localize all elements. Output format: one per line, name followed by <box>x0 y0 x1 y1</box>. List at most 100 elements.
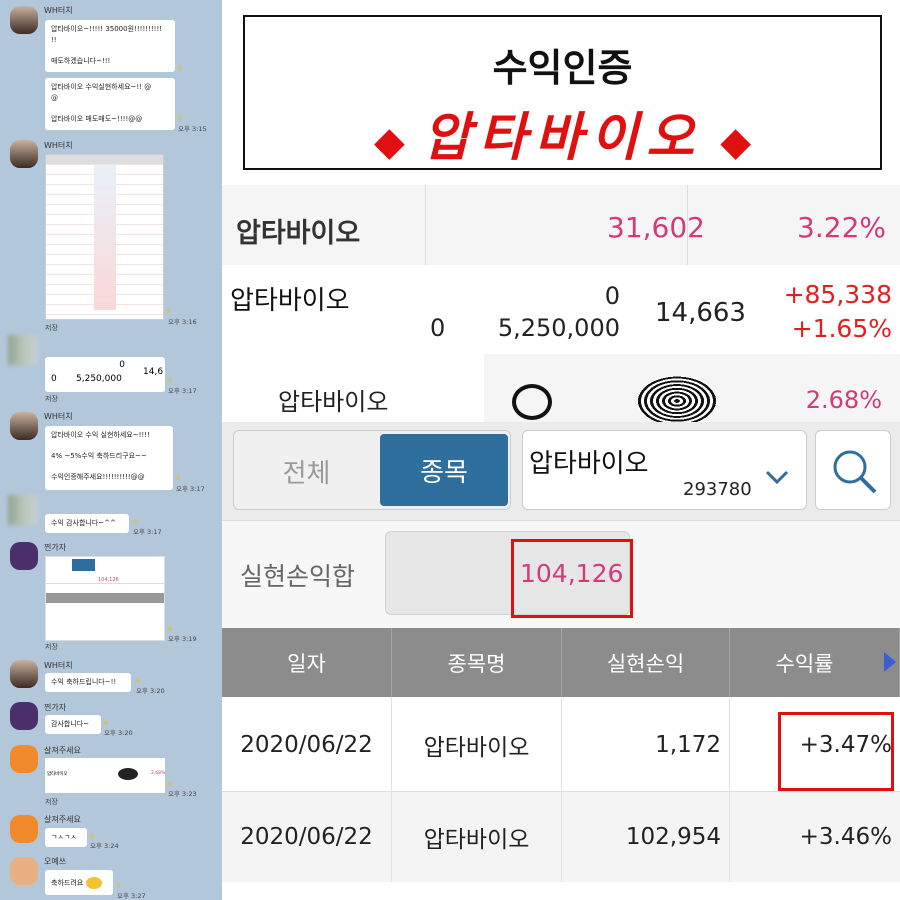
image-text: 0 <box>119 360 125 370</box>
message-bubble: 압타바이오~!!!!! 35000원!!!!!!!!!! !! 매도하겠습니다~… <box>45 20 175 72</box>
banner-title: 수익인증 <box>492 46 633 90</box>
image-text: 5,250,000 <box>76 374 122 384</box>
unread-count: 6 <box>176 474 181 482</box>
order-book-image[interactable] <box>45 154 164 320</box>
chat-panel: WH터치 압타바이오~!!!!! 35000원!!!!!!!!!! !! 매도하… <box>0 0 222 900</box>
unread-count: 6 <box>136 677 141 685</box>
unread-count: 7 <box>117 882 122 890</box>
unread-count: 6 <box>104 719 109 727</box>
value: 0 <box>430 314 446 342</box>
unread-count: 6 <box>168 625 173 633</box>
avatar[interactable] <box>10 412 38 440</box>
message-bubble: 축하드려요 <box>45 870 113 895</box>
sender-name: 찐가자 <box>44 703 67 712</box>
tab-all[interactable]: 전체 <box>282 459 331 489</box>
image-text: 0 <box>51 374 57 384</box>
sum-value: 104,126 <box>520 559 624 588</box>
holding-row-2: 압타바이오 0 0 5,250,000 14,663 +85,338 +1.65… <box>222 268 900 352</box>
percent: +1.65% <box>791 314 892 343</box>
cell-profit: 1,172 <box>562 697 730 792</box>
message-time: 오후 3:17 <box>176 485 205 493</box>
stock-name: 압타바이오 <box>236 218 361 249</box>
avatar[interactable] <box>10 6 38 34</box>
save-link[interactable]: 저장 <box>45 643 58 651</box>
unread-count: 6 <box>178 64 183 72</box>
price: 31,602 <box>607 211 705 244</box>
blurred-avatar <box>8 495 38 525</box>
title-banner: 수익인증 ◆ 압타바이오 ◆ <box>243 15 882 170</box>
message-time: 오후 3:19 <box>168 635 197 643</box>
emoticon-icon <box>86 877 103 889</box>
percent: 3.22% <box>797 211 886 244</box>
cell-name: 압타바이오 <box>392 792 562 882</box>
search-button[interactable] <box>815 430 891 510</box>
avatar[interactable] <box>10 140 38 168</box>
save-link[interactable]: 저장 <box>45 798 58 806</box>
message-text: 축하드려요 <box>51 879 84 887</box>
highlight-box <box>511 539 633 618</box>
sender-name: 찐가자 <box>44 543 67 552</box>
message-bubble: ㄱㅅㄱㅅ <box>45 828 87 847</box>
save-link[interactable]: 저장 <box>45 395 58 403</box>
unread-count: 6 <box>166 307 171 315</box>
image-text: 압타바이오 <box>47 772 68 777</box>
sum-box <box>385 531 630 615</box>
avatar[interactable] <box>10 702 38 730</box>
image-text: 104,126 <box>98 577 119 583</box>
message-time: 오후 3:23 <box>168 790 197 798</box>
stock-name: 압타바이오 <box>230 286 350 316</box>
diamond-icon: ◆ <box>374 119 405 165</box>
sender-name: WH터치 <box>44 412 73 421</box>
sender-name: WH터치 <box>44 661 73 670</box>
scroll-right-arrow-icon[interactable] <box>882 650 898 674</box>
avatar[interactable] <box>10 660 38 688</box>
tab-stock[interactable]: 종목 <box>380 434 508 506</box>
sender-name: 오예쓰 <box>44 857 67 866</box>
price: 14,663 <box>655 298 746 328</box>
table-row[interactable]: 2020/06/22 압타바이오 102,954 +3.46% <box>222 792 900 882</box>
quantity: 5,250,000 <box>497 314 620 342</box>
scribble-image[interactable]: 압타바이오 2.68% <box>45 758 165 793</box>
unread-count: 6 <box>168 780 173 788</box>
sender-name: WH터치 <box>44 141 73 150</box>
cell-date: 2020/06/22 <box>222 792 392 882</box>
banner-stock: ◆ 압타바이오 ◆ <box>245 95 880 170</box>
holding-row-1: 압타바이오 31,602 3.22% <box>222 185 900 265</box>
message-time: 오후 3:16 <box>168 318 197 326</box>
cell-rate: +3.47% <box>799 731 892 758</box>
avatar[interactable] <box>10 815 38 843</box>
search-icon <box>833 450 877 494</box>
save-link[interactable]: 저장 <box>45 324 58 332</box>
message-time: 오후 3:15 <box>178 125 207 133</box>
sum-row: 실현손익합 104,126 <box>222 520 900 628</box>
sender-name: WH터치 <box>44 6 73 15</box>
avatar[interactable] <box>10 542 38 570</box>
table-row[interactable]: 2020/06/22 압타바이오 1,172 +3.47% <box>222 697 900 792</box>
image-text: 2.68% <box>151 771 166 776</box>
avatar[interactable] <box>10 857 38 885</box>
profit-image[interactable]: 104,126 <box>45 556 165 641</box>
column-header-date[interactable]: 일자 <box>222 628 392 697</box>
scribble <box>512 384 552 420</box>
cell-date: 2020/06/22 <box>222 697 392 792</box>
column-header-rate[interactable]: 수익률 <box>730 628 900 697</box>
cell-name: 압타바이오 <box>392 697 562 792</box>
message-time: 오후 3:20 <box>104 729 133 737</box>
proof-panel: 수익인증 ◆ 압타바이오 ◆ 압타바이오 31,602 3.22% 압타바이오 … <box>222 0 900 900</box>
message-time: 오후 3:17 <box>168 387 197 395</box>
image-message[interactable]: 0 0 5,250,000 14,6 <box>45 357 165 392</box>
avatar[interactable] <box>10 745 38 773</box>
message-time: 오후 3:27 <box>117 892 146 900</box>
image-text: 14,6 <box>143 367 164 377</box>
message-bubble: 압타바이오 수익실현하세요~!! @ @ 압타바이오 매도매도~!!!!@@ <box>45 78 175 130</box>
message-time: 오후 3:20 <box>136 687 165 695</box>
message-bubble: 수익 축하드립니다~!! <box>45 673 131 692</box>
column-header-profit[interactable]: 실현손익 <box>562 628 730 697</box>
stock-select[interactable]: 압타바이오 293780 <box>522 430 807 510</box>
message-bubble: 수익 감사합니다~^^ <box>45 514 129 533</box>
column-header-name[interactable]: 종목명 <box>392 628 562 697</box>
unread-count: 6 <box>178 114 183 122</box>
value: 0 <box>604 282 620 310</box>
stock-code: 293780 <box>683 479 752 500</box>
percent: 2.68% <box>805 386 882 414</box>
